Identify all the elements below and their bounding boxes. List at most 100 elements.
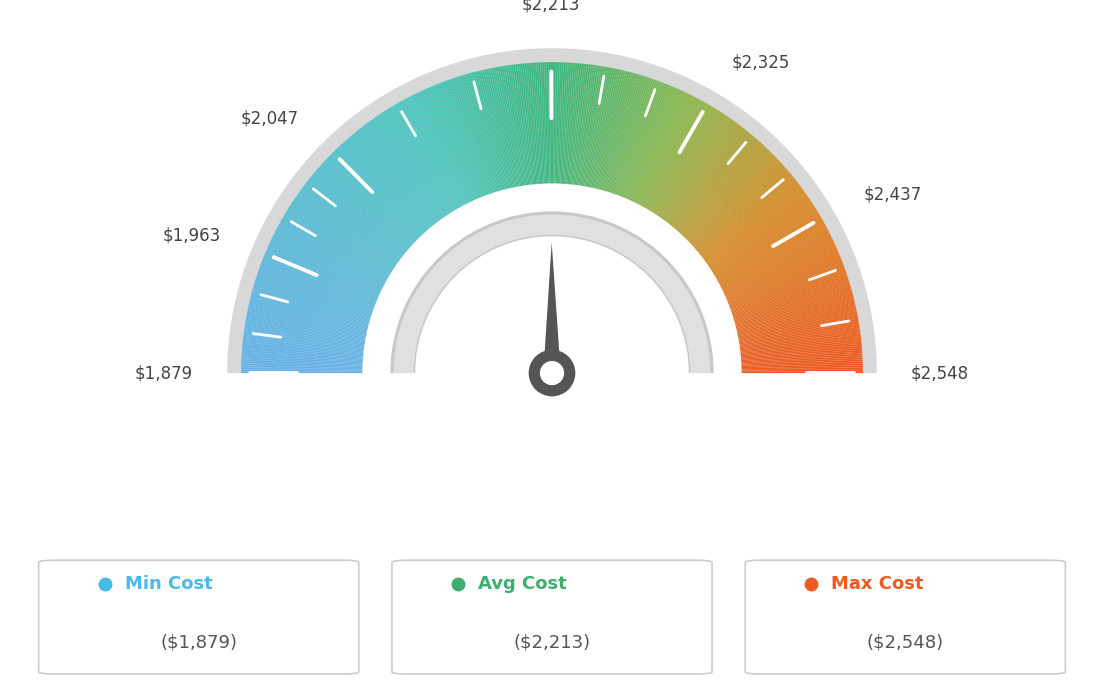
Wedge shape: [410, 96, 467, 208]
Wedge shape: [456, 77, 496, 196]
Wedge shape: [542, 62, 548, 186]
Wedge shape: [558, 62, 564, 187]
Wedge shape: [737, 344, 862, 357]
Wedge shape: [637, 96, 694, 208]
Wedge shape: [619, 83, 667, 199]
Wedge shape: [328, 156, 418, 244]
Polygon shape: [543, 242, 561, 373]
Wedge shape: [357, 130, 436, 228]
Wedge shape: [739, 357, 862, 365]
Wedge shape: [739, 369, 863, 372]
Wedge shape: [664, 124, 740, 224]
Wedge shape: [659, 118, 732, 221]
Wedge shape: [332, 152, 421, 242]
Wedge shape: [437, 83, 485, 199]
Wedge shape: [371, 119, 444, 221]
Wedge shape: [252, 292, 372, 326]
Wedge shape: [737, 350, 862, 360]
Wedge shape: [327, 157, 417, 244]
Wedge shape: [245, 321, 368, 343]
Text: Max Cost: Max Cost: [831, 575, 924, 593]
Wedge shape: [620, 84, 668, 200]
Wedge shape: [325, 160, 416, 246]
Wedge shape: [739, 362, 862, 367]
Wedge shape: [725, 260, 842, 306]
Wedge shape: [715, 221, 825, 283]
Wedge shape: [698, 178, 795, 257]
Wedge shape: [454, 77, 495, 196]
Wedge shape: [445, 81, 489, 198]
Wedge shape: [360, 128, 437, 226]
Wedge shape: [688, 160, 779, 246]
Wedge shape: [418, 92, 473, 205]
Wedge shape: [736, 332, 860, 350]
Wedge shape: [564, 63, 573, 187]
Wedge shape: [384, 110, 452, 216]
Wedge shape: [298, 192, 401, 266]
Wedge shape: [625, 87, 676, 202]
Wedge shape: [593, 70, 622, 191]
Text: $2,047: $2,047: [241, 109, 299, 127]
Wedge shape: [652, 112, 722, 217]
Text: ($2,213): ($2,213): [513, 634, 591, 652]
Wedge shape: [309, 178, 406, 257]
Wedge shape: [274, 234, 385, 290]
Wedge shape: [732, 292, 852, 326]
Wedge shape: [726, 262, 843, 308]
Wedge shape: [679, 145, 765, 237]
Wedge shape: [605, 75, 643, 195]
Wedge shape: [574, 64, 591, 188]
Wedge shape: [261, 262, 378, 308]
Wedge shape: [322, 161, 415, 247]
Wedge shape: [692, 168, 786, 250]
Wedge shape: [584, 67, 606, 190]
Wedge shape: [242, 362, 365, 367]
Wedge shape: [626, 88, 677, 202]
Wedge shape: [382, 112, 452, 217]
Wedge shape: [391, 106, 456, 214]
Wedge shape: [596, 71, 627, 192]
Wedge shape: [315, 170, 411, 253]
Wedge shape: [253, 286, 373, 322]
Wedge shape: [267, 248, 381, 299]
Wedge shape: [690, 163, 783, 248]
Wedge shape: [734, 304, 856, 333]
Wedge shape: [734, 305, 856, 333]
Wedge shape: [276, 228, 386, 287]
Wedge shape: [592, 69, 619, 191]
Wedge shape: [475, 72, 507, 193]
Wedge shape: [729, 275, 848, 315]
Wedge shape: [304, 184, 404, 261]
Wedge shape: [361, 126, 438, 226]
Wedge shape: [711, 210, 818, 276]
Wedge shape: [432, 86, 481, 201]
Text: $2,548: $2,548: [911, 364, 969, 382]
Wedge shape: [482, 70, 511, 191]
Wedge shape: [244, 326, 368, 346]
Wedge shape: [566, 63, 577, 187]
Wedge shape: [246, 315, 369, 339]
Wedge shape: [478, 70, 509, 192]
Wedge shape: [244, 332, 368, 350]
Wedge shape: [720, 239, 834, 294]
Wedge shape: [661, 121, 736, 223]
Wedge shape: [341, 144, 426, 236]
Wedge shape: [604, 75, 640, 195]
Wedge shape: [364, 124, 440, 224]
Wedge shape: [498, 67, 520, 190]
Wedge shape: [397, 103, 460, 211]
Wedge shape: [736, 331, 860, 348]
Wedge shape: [736, 328, 860, 347]
Wedge shape: [343, 141, 427, 235]
Wedge shape: [577, 65, 597, 188]
Wedge shape: [464, 75, 500, 195]
Wedge shape: [277, 227, 388, 286]
Wedge shape: [714, 220, 824, 282]
Wedge shape: [736, 326, 860, 346]
Wedge shape: [439, 83, 486, 199]
Wedge shape: [548, 62, 551, 186]
Text: Min Cost: Min Cost: [125, 575, 212, 593]
Wedge shape: [331, 153, 421, 242]
Wedge shape: [473, 72, 506, 193]
Wedge shape: [733, 296, 853, 328]
